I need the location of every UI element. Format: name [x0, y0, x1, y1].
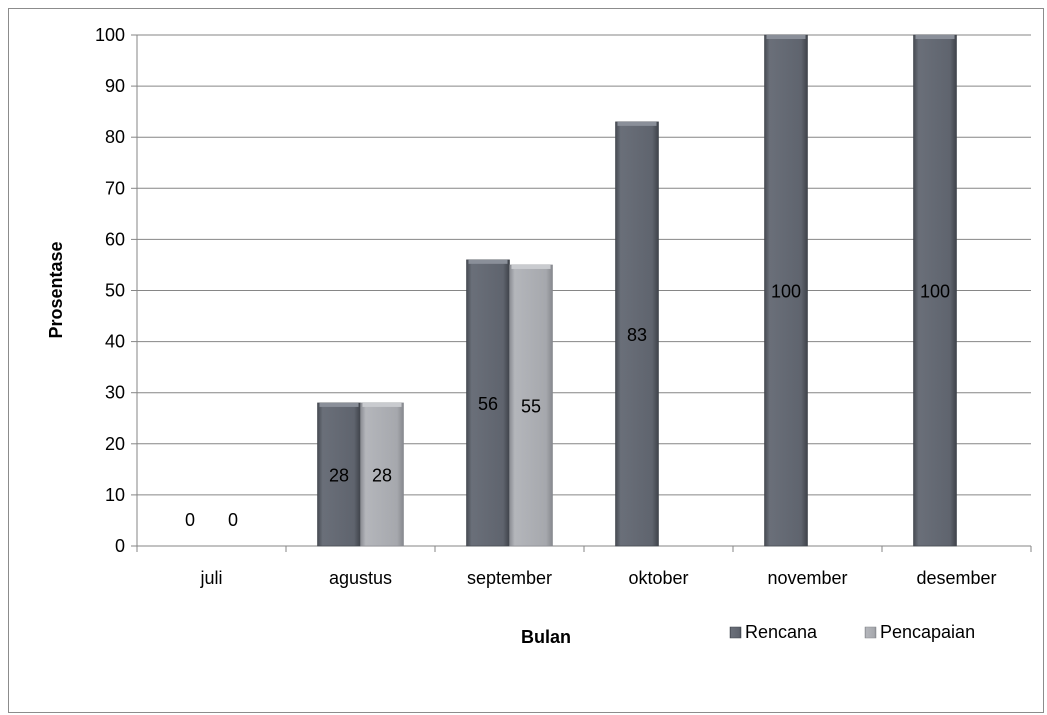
y-tick-label: 30 — [105, 383, 125, 403]
y-tick-label: 60 — [105, 229, 125, 249]
data-label: 28 — [329, 465, 349, 485]
axes: 0 10 20 30 40 50 60 70 80 90 100 juli agustus septemb… — [95, 25, 1032, 588]
bar-rencana-oktober — [615, 121, 659, 547]
bar-top-bevel — [362, 402, 402, 407]
bar-top-bevel — [468, 259, 508, 264]
bar-pencapaian-agustus — [360, 402, 404, 547]
x-tick-label: desember — [916, 568, 996, 588]
data-label: 55 — [521, 396, 541, 416]
data-label: 0 — [228, 510, 238, 530]
bars — [317, 34, 957, 547]
y-tick-label: 70 — [105, 178, 125, 198]
legend-swatch-pencapaian — [864, 626, 877, 639]
legend-swatch-rencana — [729, 626, 742, 639]
x-tick-label: november — [767, 568, 847, 588]
gridlines — [137, 34, 1031, 496]
y-tick-label: 10 — [105, 485, 125, 505]
x-tick-label: agustus — [329, 568, 392, 588]
y-tick-label: 50 — [105, 281, 125, 301]
bar-rencana-desember — [913, 34, 957, 547]
data-labels: 0 0 28 28 56 55 83 100 100 — [185, 282, 950, 531]
x-tick-label: september — [467, 568, 552, 588]
y-tick-label: 0 — [115, 536, 125, 556]
y-tick-label: 40 — [105, 332, 125, 352]
data-label: 0 — [185, 510, 195, 530]
bar-top-bevel — [915, 35, 955, 39]
data-label: 100 — [920, 282, 950, 302]
legend-label-rencana: Rencana — [745, 622, 818, 642]
y-tick-label: 90 — [105, 76, 125, 96]
bar-top-bevel — [511, 264, 551, 269]
data-label: 56 — [478, 394, 498, 414]
x-tick-label: juli — [199, 568, 222, 588]
data-label: 100 — [771, 282, 801, 302]
bar-top-bevel — [766, 35, 806, 39]
y-axis-title: Prosentase — [46, 241, 66, 338]
data-label: 83 — [627, 325, 647, 345]
x-axis-title: Bulan — [521, 627, 571, 647]
y-tick-label: 100 — [95, 25, 125, 45]
bar-rencana-november — [764, 34, 808, 547]
bar-rencana-september — [466, 259, 510, 547]
y-tick-label: 20 — [105, 434, 125, 454]
y-tick-label: 80 — [105, 127, 125, 147]
bar-pencapaian-september — [509, 264, 553, 547]
bar-top-bevel — [617, 121, 657, 126]
legend: Rencana Pencapaian — [729, 622, 975, 642]
data-label: 28 — [372, 465, 392, 485]
x-tick-label: oktober — [628, 568, 688, 588]
bar-top-bevel — [319, 402, 359, 407]
legend-label-pencapaian: Pencapaian — [880, 622, 975, 642]
